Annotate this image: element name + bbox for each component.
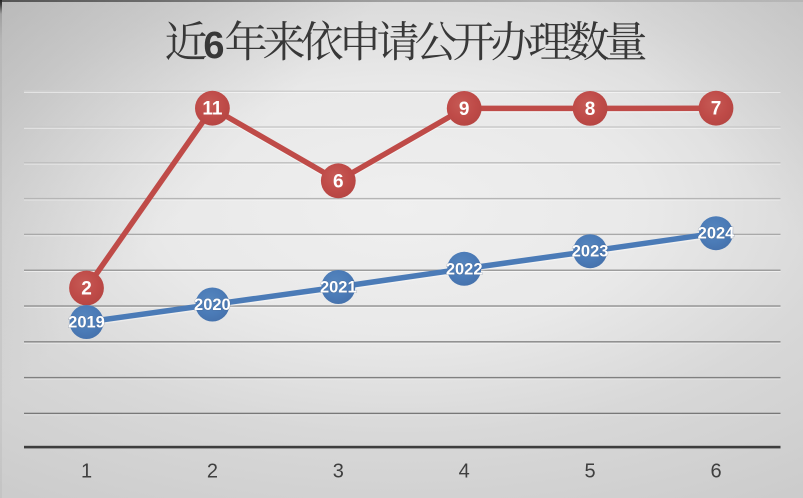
svg-text:5: 5 xyxy=(585,461,596,483)
svg-text:11: 11 xyxy=(202,99,223,120)
svg-text:7: 7 xyxy=(711,99,722,120)
svg-text:9: 9 xyxy=(459,99,470,120)
svg-text:8: 8 xyxy=(585,99,596,120)
svg-text:2019: 2019 xyxy=(68,314,105,332)
svg-text:2021: 2021 xyxy=(320,279,357,297)
svg-text:2020: 2020 xyxy=(194,296,231,314)
svg-text:2: 2 xyxy=(207,461,218,483)
svg-text:1: 1 xyxy=(81,461,92,483)
svg-text:4: 4 xyxy=(459,461,470,483)
svg-text:6: 6 xyxy=(333,171,344,192)
svg-text:2022: 2022 xyxy=(446,260,483,278)
svg-text:3: 3 xyxy=(333,461,344,483)
svg-text:6: 6 xyxy=(203,25,224,67)
svg-text:2: 2 xyxy=(81,279,92,300)
svg-text:6: 6 xyxy=(710,461,721,483)
svg-text:2023: 2023 xyxy=(572,243,609,261)
svg-text:2024: 2024 xyxy=(698,225,736,243)
